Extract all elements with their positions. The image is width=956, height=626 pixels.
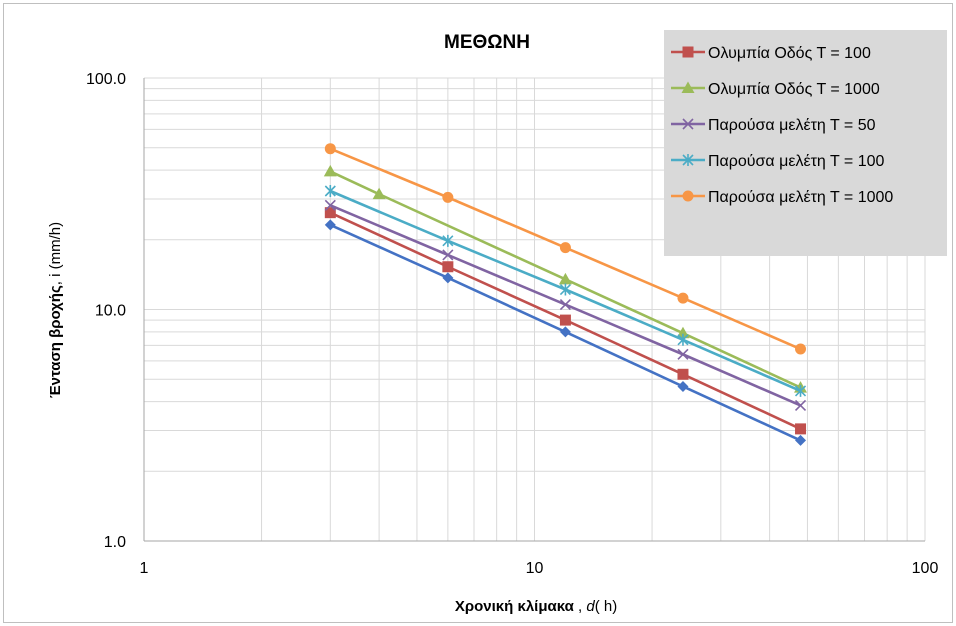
data-point (795, 423, 807, 435)
series-5 (324, 184, 807, 397)
legend-item: Ολυμπία Οδός Τ = 1000 (671, 81, 880, 98)
x-tick-label: 100 (912, 560, 939, 577)
data-point (442, 234, 454, 247)
data-point (677, 333, 689, 346)
series-layer (323, 143, 808, 446)
data-point (442, 249, 454, 261)
legend-item: Ολυμπία Οδός Τ = 100 (671, 45, 871, 62)
legend-label: Ολυμπία Οδός Τ = 100 (708, 45, 871, 62)
data-point (372, 187, 386, 200)
x-axis-label-var: d (586, 598, 595, 615)
legend-label: Παρούσα μελέτη Τ = 50 (708, 117, 876, 134)
y-tick-label: 1.0 (104, 534, 126, 551)
data-point (323, 164, 337, 177)
data-point (677, 380, 689, 392)
y-axis-label-bold: Ένταση βροχής (47, 285, 64, 398)
data-point (442, 261, 454, 273)
data-point (442, 191, 454, 203)
data-point (324, 143, 336, 155)
data-point (559, 326, 571, 338)
data-point (677, 292, 689, 304)
legend: Ολυμπία Οδός Τ = 100 Ολυμπία Οδός Τ = 100… (664, 30, 947, 256)
legend-marker (682, 118, 694, 130)
data-point (677, 368, 689, 380)
x-tick-label: 10 (526, 560, 544, 577)
x-axis-label-bold: Χρονική κλίμακα (455, 598, 575, 615)
data-point (558, 272, 572, 285)
y-tick-label: 10.0 (95, 303, 126, 320)
y-tick-label: 100.0 (86, 71, 126, 88)
series-3 (323, 164, 808, 393)
data-point (442, 272, 454, 284)
legend-item: Παρούσα μελέτη Τ = 50 (671, 117, 876, 134)
chart-title: ΜΕΘΩΝΗ (444, 32, 530, 53)
legend-marker (682, 154, 694, 166)
data-point (324, 219, 336, 231)
x-axis-label-unit: ( h) (595, 598, 618, 615)
data-point (559, 299, 571, 311)
y-axis-label: Ένταση βροχής, i (mm/h) (47, 222, 64, 398)
series-1 (324, 219, 807, 446)
legend-marker (681, 81, 695, 93)
legend-label: Ολυμπία Οδός Τ = 1000 (708, 81, 880, 98)
data-point (794, 384, 807, 397)
tick-labels: 1 10 100 1.0 10.0 100.0 (86, 71, 938, 577)
legend-box (664, 30, 947, 256)
x-axis-label-sep: , (574, 598, 587, 615)
grid (143, 77, 926, 542)
data-point (324, 207, 336, 219)
data-point (559, 242, 571, 254)
legend-marker (682, 46, 694, 58)
data-point (559, 314, 571, 326)
legend-label: Παρούσα μελέτη Τ = 100 (708, 153, 885, 170)
x-tick-label: 1 (140, 560, 149, 577)
data-point (795, 434, 807, 446)
series-2 (324, 207, 807, 435)
legend-item: Παρούσα μελέτη Τ = 100 (671, 153, 885, 170)
x-axis-label: Χρονική κλίμακα , d( h) (455, 598, 617, 615)
series-6 (324, 143, 807, 355)
data-point (677, 348, 689, 360)
data-point (324, 184, 336, 197)
legend-item: Παρούσα μελέτη Τ = 1000 (671, 189, 893, 206)
data-point (676, 326, 690, 339)
data-point (795, 343, 807, 355)
data-point (794, 399, 807, 412)
legend-label: Παρούσα μελέτη Τ = 1000 (708, 189, 893, 206)
y-axis-label-rest: , i (mm/h) (47, 222, 64, 285)
data-point (324, 199, 336, 211)
legend-marker (682, 190, 694, 202)
data-point (559, 283, 571, 296)
series-4 (324, 199, 807, 412)
